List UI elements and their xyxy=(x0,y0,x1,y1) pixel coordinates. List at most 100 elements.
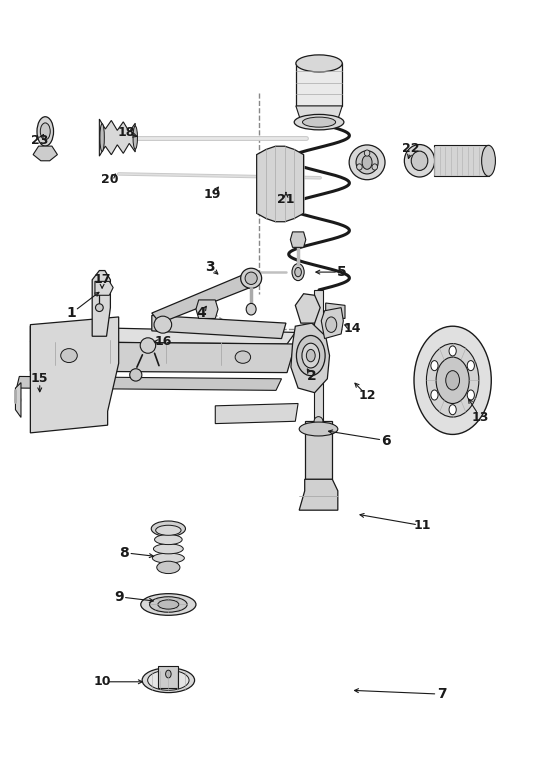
Text: 6: 6 xyxy=(381,434,391,448)
Polygon shape xyxy=(92,271,110,336)
Ellipse shape xyxy=(362,155,372,169)
Polygon shape xyxy=(215,404,298,424)
Ellipse shape xyxy=(299,422,338,436)
Text: 17: 17 xyxy=(93,274,111,286)
Ellipse shape xyxy=(153,544,183,553)
Ellipse shape xyxy=(61,349,77,363)
Polygon shape xyxy=(30,326,295,344)
Text: 16: 16 xyxy=(154,335,172,348)
Bar xyxy=(314,290,323,433)
Ellipse shape xyxy=(302,117,336,127)
Ellipse shape xyxy=(404,145,435,177)
Ellipse shape xyxy=(152,553,184,563)
Polygon shape xyxy=(196,300,218,318)
Ellipse shape xyxy=(158,600,179,609)
Text: 13: 13 xyxy=(471,411,489,424)
Ellipse shape xyxy=(156,526,181,535)
Ellipse shape xyxy=(449,405,456,414)
Ellipse shape xyxy=(426,343,479,417)
Ellipse shape xyxy=(241,268,262,288)
Polygon shape xyxy=(15,383,21,417)
Ellipse shape xyxy=(349,145,385,179)
Ellipse shape xyxy=(296,335,325,376)
Polygon shape xyxy=(326,303,345,318)
Text: 11: 11 xyxy=(413,519,431,532)
Ellipse shape xyxy=(140,338,156,353)
Ellipse shape xyxy=(235,351,251,363)
Ellipse shape xyxy=(449,346,456,356)
Ellipse shape xyxy=(411,151,428,170)
Polygon shape xyxy=(299,479,338,510)
Ellipse shape xyxy=(166,670,171,678)
Polygon shape xyxy=(257,146,304,222)
Ellipse shape xyxy=(481,145,496,176)
Polygon shape xyxy=(30,342,295,373)
Text: 10: 10 xyxy=(93,676,111,688)
Ellipse shape xyxy=(292,264,304,281)
Text: 3: 3 xyxy=(205,260,215,274)
Ellipse shape xyxy=(431,390,438,400)
Ellipse shape xyxy=(40,123,50,140)
Ellipse shape xyxy=(467,390,474,400)
Ellipse shape xyxy=(142,668,194,693)
Bar xyxy=(434,145,489,176)
Text: 14: 14 xyxy=(343,322,361,335)
Text: 7: 7 xyxy=(437,687,447,701)
Ellipse shape xyxy=(314,417,323,426)
Ellipse shape xyxy=(357,164,362,170)
Ellipse shape xyxy=(301,117,337,129)
Polygon shape xyxy=(95,281,113,295)
Ellipse shape xyxy=(37,117,54,146)
Ellipse shape xyxy=(356,151,378,174)
Text: 18: 18 xyxy=(117,127,135,139)
Polygon shape xyxy=(30,317,119,433)
Ellipse shape xyxy=(130,369,142,381)
Ellipse shape xyxy=(295,267,301,277)
Text: 2: 2 xyxy=(307,369,317,383)
Ellipse shape xyxy=(326,317,337,332)
Ellipse shape xyxy=(155,535,182,544)
Ellipse shape xyxy=(414,326,491,434)
Text: 22: 22 xyxy=(402,142,420,155)
Polygon shape xyxy=(321,308,343,339)
Bar xyxy=(296,63,342,106)
Polygon shape xyxy=(152,272,254,323)
Text: 5: 5 xyxy=(337,265,347,279)
Text: 12: 12 xyxy=(358,390,376,402)
Ellipse shape xyxy=(133,126,137,149)
Ellipse shape xyxy=(294,114,344,130)
Ellipse shape xyxy=(302,343,320,368)
Ellipse shape xyxy=(151,521,185,536)
Ellipse shape xyxy=(431,360,438,370)
Ellipse shape xyxy=(467,360,474,370)
Text: 23: 23 xyxy=(31,135,49,147)
Polygon shape xyxy=(99,119,135,156)
Bar xyxy=(158,666,178,688)
Text: 8: 8 xyxy=(119,546,129,560)
Ellipse shape xyxy=(141,594,196,615)
Bar xyxy=(305,421,332,479)
Ellipse shape xyxy=(446,370,459,390)
Ellipse shape xyxy=(436,357,469,404)
Text: 20: 20 xyxy=(100,173,118,186)
Ellipse shape xyxy=(95,304,103,312)
Text: 1: 1 xyxy=(67,306,77,320)
Ellipse shape xyxy=(306,349,315,362)
Ellipse shape xyxy=(246,303,256,315)
Ellipse shape xyxy=(100,124,104,152)
Polygon shape xyxy=(291,323,330,393)
Text: 4: 4 xyxy=(197,306,206,320)
Polygon shape xyxy=(33,146,57,161)
Ellipse shape xyxy=(147,670,189,690)
Polygon shape xyxy=(295,294,320,323)
Text: 15: 15 xyxy=(31,373,49,385)
Polygon shape xyxy=(17,376,282,390)
Ellipse shape xyxy=(157,561,180,574)
Ellipse shape xyxy=(364,150,370,156)
Polygon shape xyxy=(290,232,306,247)
Ellipse shape xyxy=(154,316,172,333)
Ellipse shape xyxy=(150,597,187,612)
Polygon shape xyxy=(296,106,342,123)
Polygon shape xyxy=(152,315,286,339)
Ellipse shape xyxy=(245,272,257,284)
